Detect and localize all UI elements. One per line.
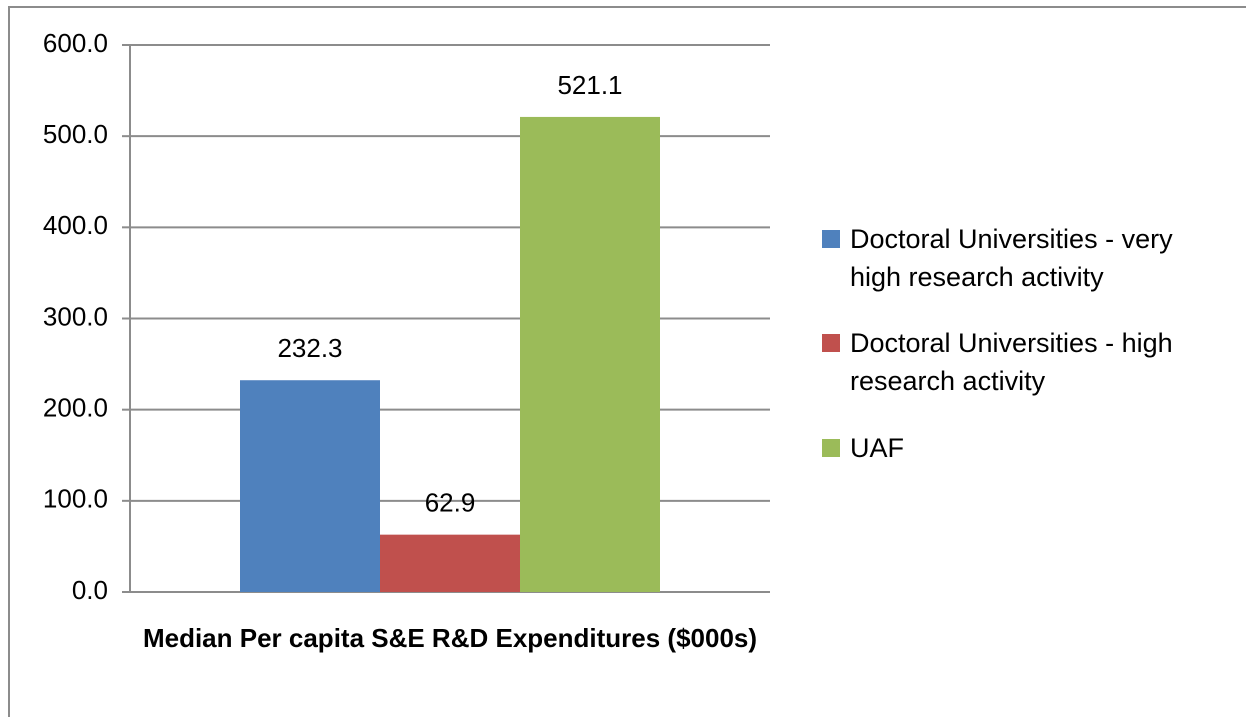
- data-label: 62.9: [425, 488, 476, 518]
- bar: [380, 534, 520, 592]
- bar: [520, 116, 660, 593]
- y-tick-label: 0.0: [72, 575, 108, 605]
- x-tick-label: Median Per capita S&E R&D Expenditures (…: [142, 623, 758, 653]
- legend-swatch: [822, 439, 840, 457]
- y-tick-label: 400.0: [43, 210, 108, 240]
- y-tick-label: 300.0: [43, 301, 108, 331]
- y-tick-label: 100.0: [43, 484, 108, 514]
- y-tick-label: 500.0: [43, 119, 108, 149]
- legend-label: Doctoral Universities - high research ac…: [850, 328, 1173, 396]
- legend-swatch: [822, 230, 840, 248]
- legend-label: Doctoral Universities - very high resear…: [850, 224, 1173, 292]
- legend-swatch: [822, 334, 840, 352]
- bar: [240, 380, 380, 592]
- chart-frame: [8, 6, 1246, 717]
- legend-item: UAF: [822, 429, 1222, 467]
- data-label: 232.3: [277, 333, 342, 363]
- legend-item: Doctoral Universities - high research ac…: [822, 324, 1222, 400]
- data-label: 521.1: [557, 70, 622, 100]
- legend-label: UAF: [850, 433, 904, 463]
- y-tick-label: 200.0: [43, 393, 108, 423]
- legend-item: Doctoral Universities - very high resear…: [822, 220, 1222, 296]
- y-tick-label: 600.0: [43, 28, 108, 58]
